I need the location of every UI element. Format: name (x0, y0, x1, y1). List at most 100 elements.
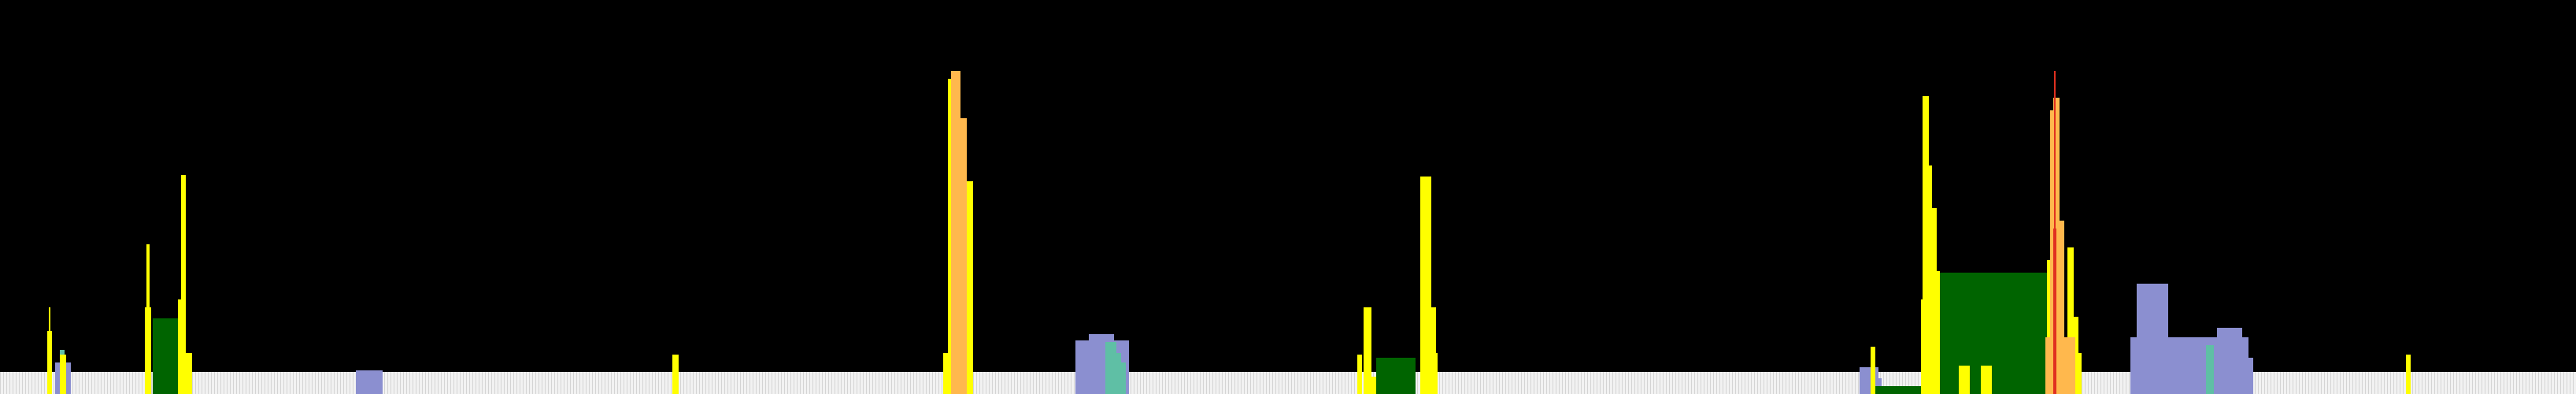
baseline-tick (19, 372, 20, 394)
baseline-tick (1263, 372, 1264, 394)
baseline-tick (1628, 372, 1629, 394)
bar (1981, 366, 1992, 394)
baseline-tick (1244, 372, 1245, 394)
baseline-tick (2097, 372, 2098, 394)
baseline-tick (2289, 372, 2290, 394)
baseline-tick (460, 372, 461, 394)
baseline-tick (2450, 372, 2451, 394)
baseline-tick (1515, 372, 1516, 394)
baseline-tick (1650, 372, 1651, 394)
baseline-tick (2393, 372, 2394, 394)
baseline-tick (1905, 372, 1906, 394)
baseline-tick (1669, 372, 1670, 394)
baseline-tick (110, 372, 111, 394)
baseline-tick (567, 372, 568, 394)
bar (153, 318, 178, 394)
baseline-tick (302, 372, 303, 394)
baseline-tick (1313, 372, 1314, 394)
baseline-tick (2519, 372, 2520, 394)
baseline-tick (1707, 372, 1708, 394)
baseline-tick (1442, 372, 1443, 394)
baseline-tick (1461, 372, 1462, 394)
baseline-tick (1247, 372, 1248, 394)
baseline-tick (526, 372, 527, 394)
baseline-tick (249, 372, 250, 394)
baseline-tick (233, 372, 234, 394)
baseline-tick (1187, 372, 1188, 394)
baseline-tick (2116, 372, 2117, 394)
baseline-tick (2551, 372, 2552, 394)
baseline-tick (1562, 372, 1563, 394)
baseline-tick (2510, 372, 2511, 394)
baseline-tick (239, 372, 240, 394)
bar (2074, 353, 2082, 394)
baseline-tick (1754, 372, 1755, 394)
baseline-tick (1165, 372, 1166, 394)
baseline-tick (2094, 372, 2095, 394)
baseline-tick (860, 372, 861, 394)
bar (2206, 345, 2214, 394)
baseline-tick (482, 372, 483, 394)
baseline-tick (2299, 372, 2300, 394)
baseline-tick (1326, 372, 1327, 394)
baseline-tick (290, 372, 291, 394)
baseline-tick (1770, 372, 1771, 394)
baseline-tick (1883, 372, 1884, 394)
baseline-tick (346, 372, 347, 394)
baseline-tick (104, 372, 105, 394)
baseline-tick (1663, 372, 1664, 394)
series-yellow (47, 79, 2411, 394)
baseline-tick (1578, 372, 1579, 394)
baseline-tick (2396, 372, 2397, 394)
baseline-tick (1571, 372, 1572, 394)
baseline-tick (1042, 372, 1043, 394)
baseline-tick (1316, 372, 1317, 394)
baseline-tick (1732, 372, 1733, 394)
baseline-tick (337, 372, 338, 394)
baseline-tick (2113, 372, 2114, 394)
baseline-tick (227, 372, 228, 394)
baseline-tick (1606, 372, 1607, 394)
baseline-tick (800, 372, 801, 394)
baseline-tick (809, 372, 810, 394)
baseline-tick (1691, 372, 1692, 394)
baseline-tick (1137, 372, 1138, 394)
baseline-tick (1540, 372, 1541, 394)
baseline-tick (25, 372, 26, 394)
baseline-tick (721, 372, 722, 394)
baseline-tick (589, 372, 590, 394)
baseline-tick (1757, 372, 1758, 394)
bar (2058, 221, 2064, 394)
baseline-tick (1814, 372, 1815, 394)
baseline-tick (258, 372, 259, 394)
baseline-tick (680, 372, 681, 394)
baseline-tick (1058, 372, 1059, 394)
baseline-tick (1159, 372, 1160, 394)
baseline-tick (592, 372, 593, 394)
baseline-tick (1486, 372, 1487, 394)
baseline-tick (598, 372, 599, 394)
baseline-tick (101, 372, 102, 394)
baseline-tick (211, 372, 212, 394)
baseline-tick (929, 372, 930, 394)
baseline-tick (1685, 372, 1686, 394)
baseline-tick (1587, 372, 1588, 394)
baseline-tick (2538, 372, 2539, 394)
baseline-tick (501, 372, 502, 394)
baseline-tick (192, 372, 193, 394)
baseline-tick (2346, 372, 2347, 394)
baseline-tick (28, 372, 29, 394)
baseline-tick (1178, 372, 1179, 394)
baseline-tick (1600, 372, 1601, 394)
baseline-tick (797, 372, 798, 394)
baseline-tick (472, 372, 473, 394)
baseline-tick (214, 372, 215, 394)
series-red (2053, 71, 2056, 394)
baseline-tick (1222, 372, 1223, 394)
baseline-tick (1817, 372, 1818, 394)
baseline-tick (44, 372, 45, 394)
baseline-tick (1546, 372, 1547, 394)
baseline-tick (1537, 372, 1538, 394)
baseline-tick (1823, 372, 1824, 394)
